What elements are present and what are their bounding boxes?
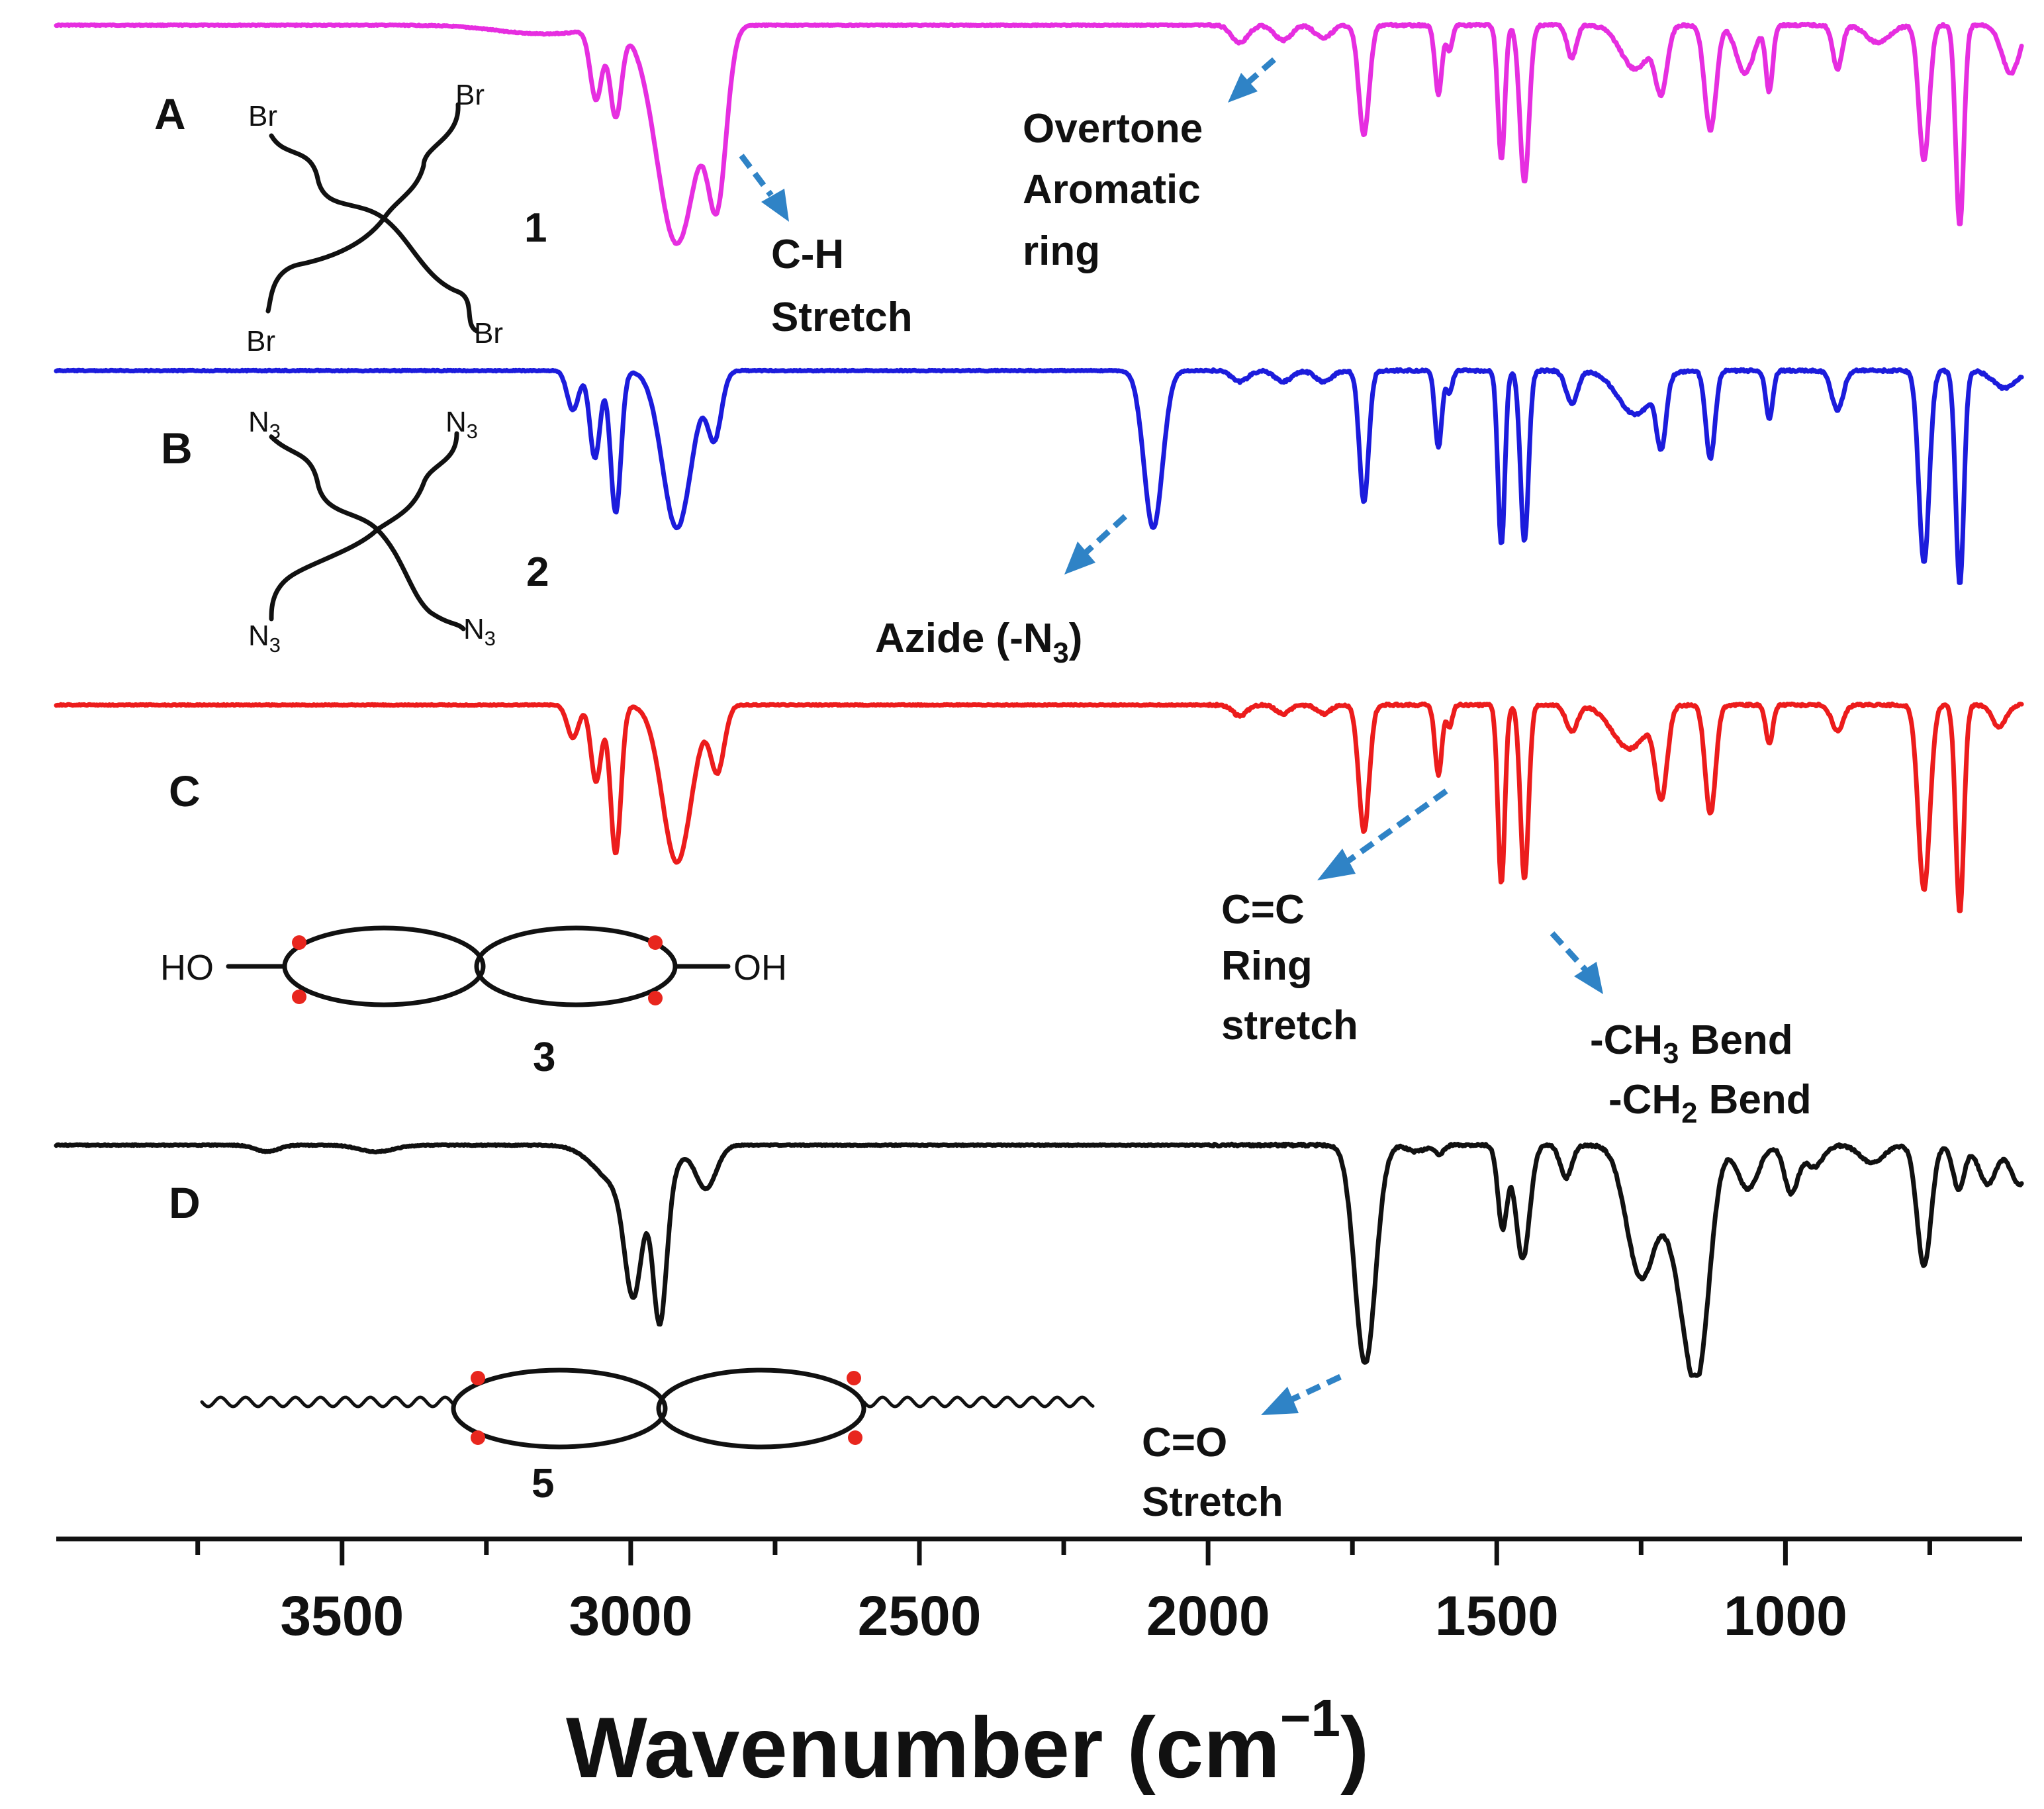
panel-letter-b: B xyxy=(161,424,193,473)
arrow-ch-stretch xyxy=(739,154,789,222)
structure-2-star-azide: N3 N3 N3 N3 xyxy=(248,406,496,657)
structure-3-dot xyxy=(292,990,306,1004)
structure-3-dot xyxy=(648,991,663,1005)
annotation-co-line-1: C=O xyxy=(1142,1420,1227,1465)
structure-2-n3-top-right: N3 xyxy=(445,406,478,443)
annotation-cc-line-1: C=C xyxy=(1221,887,1305,933)
annotation-overtone-line-1: Overtone xyxy=(1023,106,1203,152)
x-axis: 3500 3000 2500 2000 1500 1000 xyxy=(56,1536,2022,1647)
arrow-azide xyxy=(1064,514,1128,575)
annotation-ch2-bend: -CH2 Bend xyxy=(1608,1077,1812,1129)
structure-2-arm-2 xyxy=(269,431,459,622)
spectrum-d xyxy=(54,1141,2024,1378)
spectrum-a xyxy=(54,21,2024,246)
annotation-ch3-bend: -CH3 Bend xyxy=(1590,1017,1793,1070)
structure-5-right-tail xyxy=(862,1395,1095,1409)
annotation-overtone-line-3: ring xyxy=(1023,228,1100,274)
compound-number-3: 3 xyxy=(533,1035,555,1080)
annotation-overtone-line-2: Aromatic xyxy=(1023,167,1201,212)
structure-2-n3-bottom-right: N3 xyxy=(463,613,496,650)
arrow-overtone xyxy=(1228,57,1276,103)
structure-5-figure-eight-polymer xyxy=(200,1368,1095,1450)
arrow-ch-bend xyxy=(1550,931,1603,994)
x-tick-label: 2000 xyxy=(1146,1585,1270,1647)
x-tick-label: 1500 xyxy=(1435,1585,1559,1647)
structure-5-left-loop xyxy=(451,1368,668,1450)
structure-3-dot xyxy=(292,935,306,950)
x-tick-label: 3000 xyxy=(569,1585,692,1647)
x-axis-ticks: 3500 3000 2500 2000 1500 1000 xyxy=(195,1539,1932,1647)
structure-2-n3-top-left: N3 xyxy=(248,406,281,443)
x-tick-label: 1000 xyxy=(1724,1585,1847,1647)
annotation-ch-line-1: C-H xyxy=(771,232,844,277)
annotation-co-line-2: Stretch xyxy=(1142,1479,1283,1525)
structure-2-arm-1 xyxy=(269,434,466,631)
structure-5-dot xyxy=(471,1371,485,1385)
annotation-cc-line-3: stretch xyxy=(1221,1003,1358,1048)
panel-letter-c: C xyxy=(169,766,201,815)
structure-3-figure-eight-diol: HO OH xyxy=(160,925,787,1007)
spectrum-c xyxy=(54,701,2024,913)
spectra-group xyxy=(54,21,2024,1378)
panel-letter-d: D xyxy=(169,1178,201,1227)
annotation-arrows xyxy=(739,57,1603,1415)
structure-5-dot xyxy=(471,1430,485,1445)
x-tick-label: 3500 xyxy=(280,1585,404,1647)
structure-1-star-bromide: Br Br Br Br xyxy=(246,79,503,357)
x-axis-title: Wavenumber (cm−1) xyxy=(566,1689,1369,1796)
structure-5-dot xyxy=(847,1371,861,1385)
structure-5-dot xyxy=(848,1430,862,1445)
structure-1-br-bottom-left: Br xyxy=(246,325,275,357)
compound-number-1: 1 xyxy=(524,205,547,251)
structure-5-right-loop xyxy=(656,1368,866,1450)
panel-letter-a: A xyxy=(154,89,186,138)
structure-3-ho-label: HO xyxy=(160,948,214,988)
structure-1-br-bottom-right: Br xyxy=(474,317,503,349)
structure-1-br-top-right: Br xyxy=(455,79,485,111)
x-tick-label: 2500 xyxy=(858,1585,982,1647)
annotation-ch-line-2: Stretch xyxy=(771,295,913,340)
arrow-cc-ring xyxy=(1317,788,1448,880)
annotation-cc-line-2: Ring xyxy=(1221,943,1313,989)
compound-number-2: 2 xyxy=(526,549,549,595)
compound-number-5: 5 xyxy=(532,1461,554,1507)
structure-5-left-tail xyxy=(200,1395,455,1409)
annotation-azide: Azide (-N3) xyxy=(875,616,1082,669)
structure-3-dot xyxy=(648,935,663,950)
annotation-labels: C-H Stretch Overtone Aromatic ring Azide… xyxy=(771,106,1812,1525)
structure-2-n3-bottom-left: N3 xyxy=(248,620,281,657)
structure-3-oh-label: OH xyxy=(733,948,787,988)
spectrum-b xyxy=(54,367,2024,585)
structure-1-arm-2 xyxy=(265,102,461,314)
arrow-co-stretch xyxy=(1261,1373,1342,1415)
structure-1-br-top-left: Br xyxy=(248,100,277,132)
